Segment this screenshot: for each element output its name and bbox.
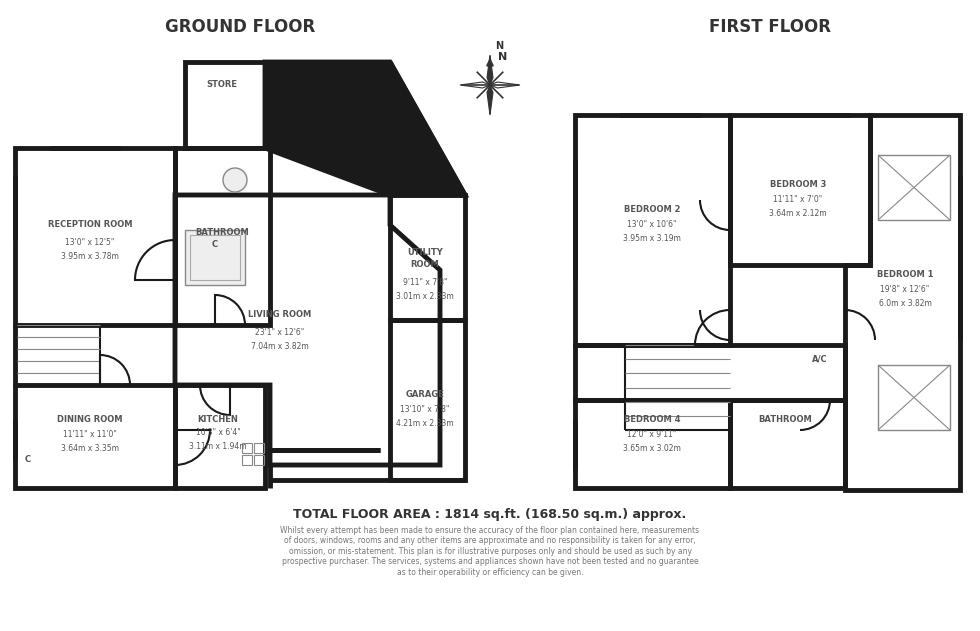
- Text: DINING ROOM: DINING ROOM: [57, 415, 123, 424]
- Text: 3.64m x 2.12m: 3.64m x 2.12m: [769, 209, 827, 218]
- Text: 11'11" x 7'0": 11'11" x 7'0": [773, 195, 822, 204]
- Text: 9'11" x 7'8": 9'11" x 7'8": [403, 278, 447, 287]
- Text: 13'0" x 12'5": 13'0" x 12'5": [66, 238, 115, 247]
- Text: N: N: [495, 41, 503, 51]
- Text: BEDROOM 1: BEDROOM 1: [877, 270, 933, 279]
- Text: 3.95m x 3.19m: 3.95m x 3.19m: [623, 234, 681, 243]
- Text: C: C: [212, 240, 219, 249]
- Bar: [242, 443, 252, 453]
- Text: 3.11m x 1.94m: 3.11m x 1.94m: [189, 442, 247, 451]
- Text: GARAGE: GARAGE: [406, 390, 445, 399]
- Bar: [254, 455, 264, 465]
- Text: 19'8" x 12'6": 19'8" x 12'6": [880, 285, 930, 294]
- Polygon shape: [487, 55, 493, 85]
- Text: Whilst every attempt has been made to ensure the accuracy of the floor plan cont: Whilst every attempt has been made to en…: [280, 526, 700, 577]
- Text: RECEPTION ROOM: RECEPTION ROOM: [48, 220, 132, 229]
- Polygon shape: [460, 82, 490, 88]
- Text: STORE: STORE: [207, 80, 237, 89]
- Text: 4.21m x 2.33m: 4.21m x 2.33m: [396, 419, 454, 428]
- Circle shape: [223, 168, 247, 192]
- Text: N: N: [498, 52, 508, 62]
- Text: A/C: A/C: [812, 355, 828, 364]
- Polygon shape: [490, 82, 520, 88]
- Bar: [242, 455, 252, 465]
- Bar: [190, 235, 240, 280]
- Bar: [254, 443, 264, 453]
- Text: BEDROOM 2: BEDROOM 2: [623, 205, 680, 214]
- Bar: [878, 365, 950, 430]
- Text: 3.01m x 2.33m: 3.01m x 2.33m: [396, 292, 454, 301]
- Text: BATHROOM: BATHROOM: [759, 415, 811, 424]
- Bar: [185, 230, 245, 285]
- Text: UTILITY: UTILITY: [407, 248, 443, 257]
- Text: TOTAL FLOOR AREA : 1814 sq.ft. (168.50 sq.m.) approx.: TOTAL FLOOR AREA : 1814 sq.ft. (168.50 s…: [293, 508, 687, 521]
- Text: 12'0" x 9'11": 12'0" x 9'11": [627, 430, 676, 439]
- Text: 11'11" x 11'0": 11'11" x 11'0": [63, 430, 117, 439]
- Text: KITCHEN: KITCHEN: [198, 415, 238, 424]
- Bar: [878, 155, 950, 220]
- Text: BEDROOM 4: BEDROOM 4: [623, 415, 680, 424]
- Polygon shape: [487, 85, 493, 115]
- Text: 3.65m x 3.02m: 3.65m x 3.02m: [623, 444, 681, 453]
- Text: 7.04m x 3.82m: 7.04m x 3.82m: [251, 342, 309, 351]
- Text: 3.95m x 3.78m: 3.95m x 3.78m: [61, 252, 119, 261]
- Text: ROOM: ROOM: [411, 260, 439, 269]
- Polygon shape: [265, 62, 465, 195]
- Text: 13'0" x 10'6": 13'0" x 10'6": [627, 220, 677, 229]
- Text: 10'3" x 6'4": 10'3" x 6'4": [196, 428, 240, 437]
- Text: BATHROOM: BATHROOM: [195, 228, 249, 237]
- Text: 13'10" x 7'8": 13'10" x 7'8": [400, 405, 450, 414]
- Text: GROUND FLOOR: GROUND FLOOR: [165, 18, 316, 36]
- Text: BEDROOM 3: BEDROOM 3: [770, 180, 826, 189]
- Text: C: C: [24, 455, 31, 464]
- Text: 23'1" x 12'6": 23'1" x 12'6": [256, 328, 305, 337]
- Text: 3.64m x 3.35m: 3.64m x 3.35m: [61, 444, 119, 453]
- Text: FIRST FLOOR: FIRST FLOOR: [709, 18, 831, 36]
- Text: LIVING ROOM: LIVING ROOM: [248, 310, 312, 319]
- Text: 6.0m x 3.82m: 6.0m x 3.82m: [878, 299, 931, 308]
